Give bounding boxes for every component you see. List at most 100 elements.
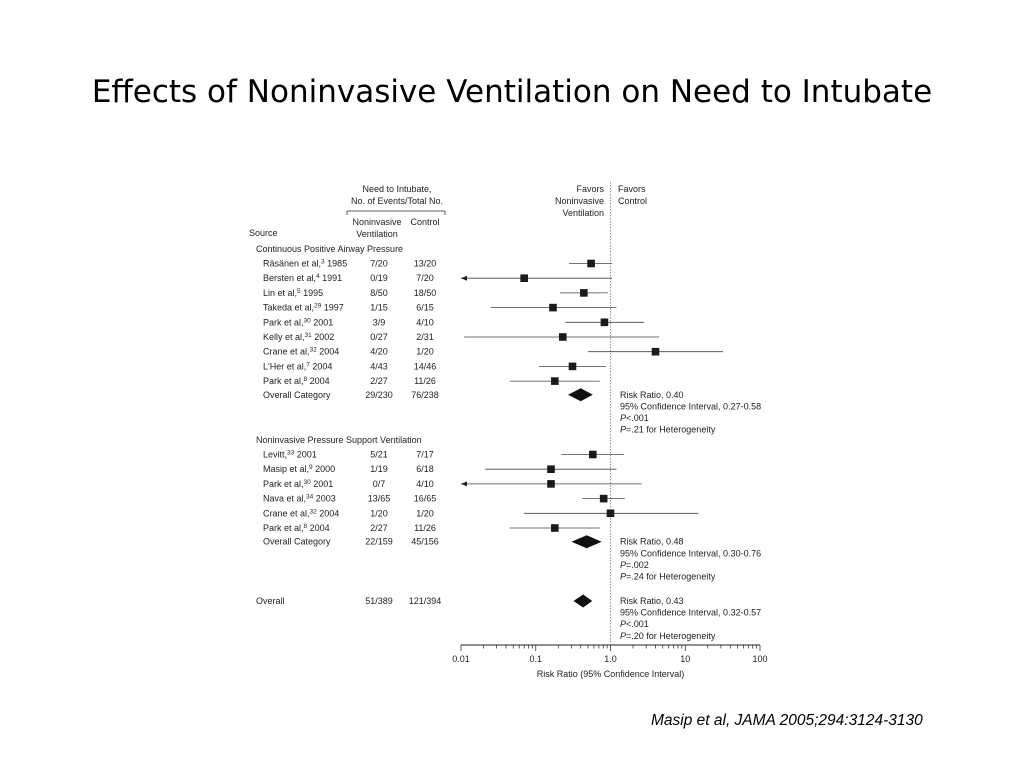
header-source: Source: [249, 228, 278, 238]
header-niv-line2: Ventilation: [356, 229, 398, 239]
study-label: Park et al,8 2004: [263, 523, 330, 533]
stats-line: P=.002: [620, 560, 649, 570]
summary-diamond: [573, 594, 593, 608]
overall-stats-line: 95% Confidence Interval, 0.32-0.57: [620, 608, 761, 618]
x-tick-label: 10: [680, 654, 690, 664]
favors-left-line1: Favors: [576, 184, 604, 194]
control-events: 4/10: [416, 479, 434, 489]
niv-events: 2/27: [370, 376, 388, 386]
overall-stats-line: P<.001: [620, 619, 649, 629]
study-label: Takeda et al,29 1997: [263, 303, 344, 313]
overall-category-control: 45/156: [411, 537, 439, 547]
control-events: 7/17: [416, 450, 434, 460]
study-label: Park et al,30 2001: [263, 479, 333, 489]
niv-events: 1/19: [370, 464, 388, 474]
control-events: 13/20: [414, 259, 437, 269]
control-events: 4/10: [416, 317, 434, 327]
niv-events: 1/20: [370, 508, 388, 518]
control-events: 7/20: [416, 273, 434, 283]
control-events: 11/26: [414, 376, 436, 386]
control-events: 18/50: [414, 288, 437, 298]
section-title: Noninvasive Pressure Support Ventilation: [256, 435, 422, 445]
overall-category-label: Overall Category: [263, 390, 331, 400]
study-label: Crane et al,32 2004: [263, 508, 339, 518]
x-tick-label: 0.01: [452, 654, 470, 664]
niv-events: 0/7: [373, 479, 386, 489]
point-estimate: [651, 347, 660, 356]
niv-events: 13/65: [368, 494, 391, 504]
control-events: 2/31: [416, 332, 434, 342]
header-niv-line1: Noninvasive: [352, 217, 401, 227]
header-control: Control: [410, 217, 439, 227]
section-title: Continuous Positive Airway Pressure: [256, 244, 403, 254]
point-estimate: [549, 303, 557, 312]
stats-line: P=.21 for Heterogeneity: [620, 425, 716, 435]
point-estimate: [551, 377, 559, 385]
point-estimate: [587, 259, 595, 268]
study-label: Bersten et al,4 1991: [263, 273, 342, 283]
point-estimate: [547, 465, 555, 473]
stats-line: Risk Ratio, 0.40: [620, 390, 684, 400]
study-label: L'Her et al,7 2004: [263, 361, 332, 371]
x-tick-label: 1.0: [604, 654, 617, 664]
niv-events: 4/43: [370, 361, 388, 371]
niv-events: 4/20: [370, 347, 388, 357]
niv-events: 5/21: [370, 450, 388, 460]
point-estimate: [547, 480, 555, 488]
study-label: Masip et al,9 2000: [263, 464, 335, 474]
niv-events: 0/27: [370, 332, 388, 342]
favors-left-line2: Noninvasive: [555, 196, 604, 206]
niv-events: 1/15: [370, 303, 388, 313]
stats-line: P<.001: [620, 413, 649, 423]
ci-arrow: [461, 275, 467, 281]
overall-category-control: 76/238: [411, 390, 439, 400]
x-axis-label: Risk Ratio (95% Confidence Interval): [537, 669, 685, 679]
slide-title: Effects of Noninvasive Ventilation on Ne…: [91, 74, 933, 110]
point-estimate: [599, 494, 608, 503]
control-events: 1/20: [416, 347, 434, 357]
header-group-line2: No. of Events/Total No.: [351, 196, 443, 206]
x-tick-label: 0.1: [529, 654, 542, 664]
summary-diamond: [567, 388, 593, 402]
niv-events: 3/9: [373, 317, 386, 327]
study-label: Kelly et al,31 2002: [263, 332, 334, 342]
overall-niv: 51/389: [365, 596, 393, 606]
ci-arrow: [461, 481, 467, 487]
overall-category-label: Overall Category: [263, 537, 331, 547]
point-estimate: [558, 333, 567, 341]
point-estimate: [580, 289, 588, 297]
study-label: Crane et al,32 2004: [263, 347, 339, 357]
overall-stats-line: Risk Ratio, 0.43: [620, 596, 684, 606]
control-events: 14/46: [414, 361, 437, 371]
study-label: Räsänen et al,3 1985: [263, 259, 347, 269]
point-estimate: [589, 450, 597, 459]
favors-left-line3: Ventilation: [562, 208, 604, 218]
niv-events: 2/27: [370, 523, 388, 533]
point-estimate: [600, 318, 609, 327]
overall-control: 121/394: [409, 596, 442, 606]
stats-line: 95% Confidence Interval, 0.27-0.58: [620, 401, 761, 411]
point-estimate: [568, 362, 577, 371]
control-events: 16/65: [414, 494, 437, 504]
niv-events: 8/50: [370, 288, 388, 298]
stats-line: 95% Confidence Interval, 0.30-0.76: [620, 548, 761, 558]
study-label: Nava et al,34 2003: [263, 494, 336, 504]
control-events: 6/18: [416, 464, 434, 474]
study-label: Levitt,33 2001: [263, 450, 317, 460]
summary-diamond: [571, 535, 602, 549]
overall-category-niv: 29/230: [365, 390, 393, 400]
control-events: 1/20: [416, 508, 434, 518]
favors-right-line1: Favors: [618, 184, 646, 194]
control-events: 6/15: [416, 303, 434, 313]
control-events: 11/26: [414, 523, 436, 533]
study-label: Park et al,8 2004: [263, 376, 330, 386]
study-label: Lin et al,5 1995: [263, 288, 323, 298]
favors-right-line2: Control: [618, 196, 647, 206]
point-estimate: [520, 274, 528, 282]
niv-events: 0/19: [370, 273, 388, 283]
citation: Masip et al, JAMA 2005;294:3124-3130: [651, 712, 923, 729]
overall-category-niv: 22/159: [365, 537, 393, 547]
niv-events: 7/20: [370, 259, 388, 269]
stats-line: Risk Ratio, 0.48: [620, 537, 684, 547]
